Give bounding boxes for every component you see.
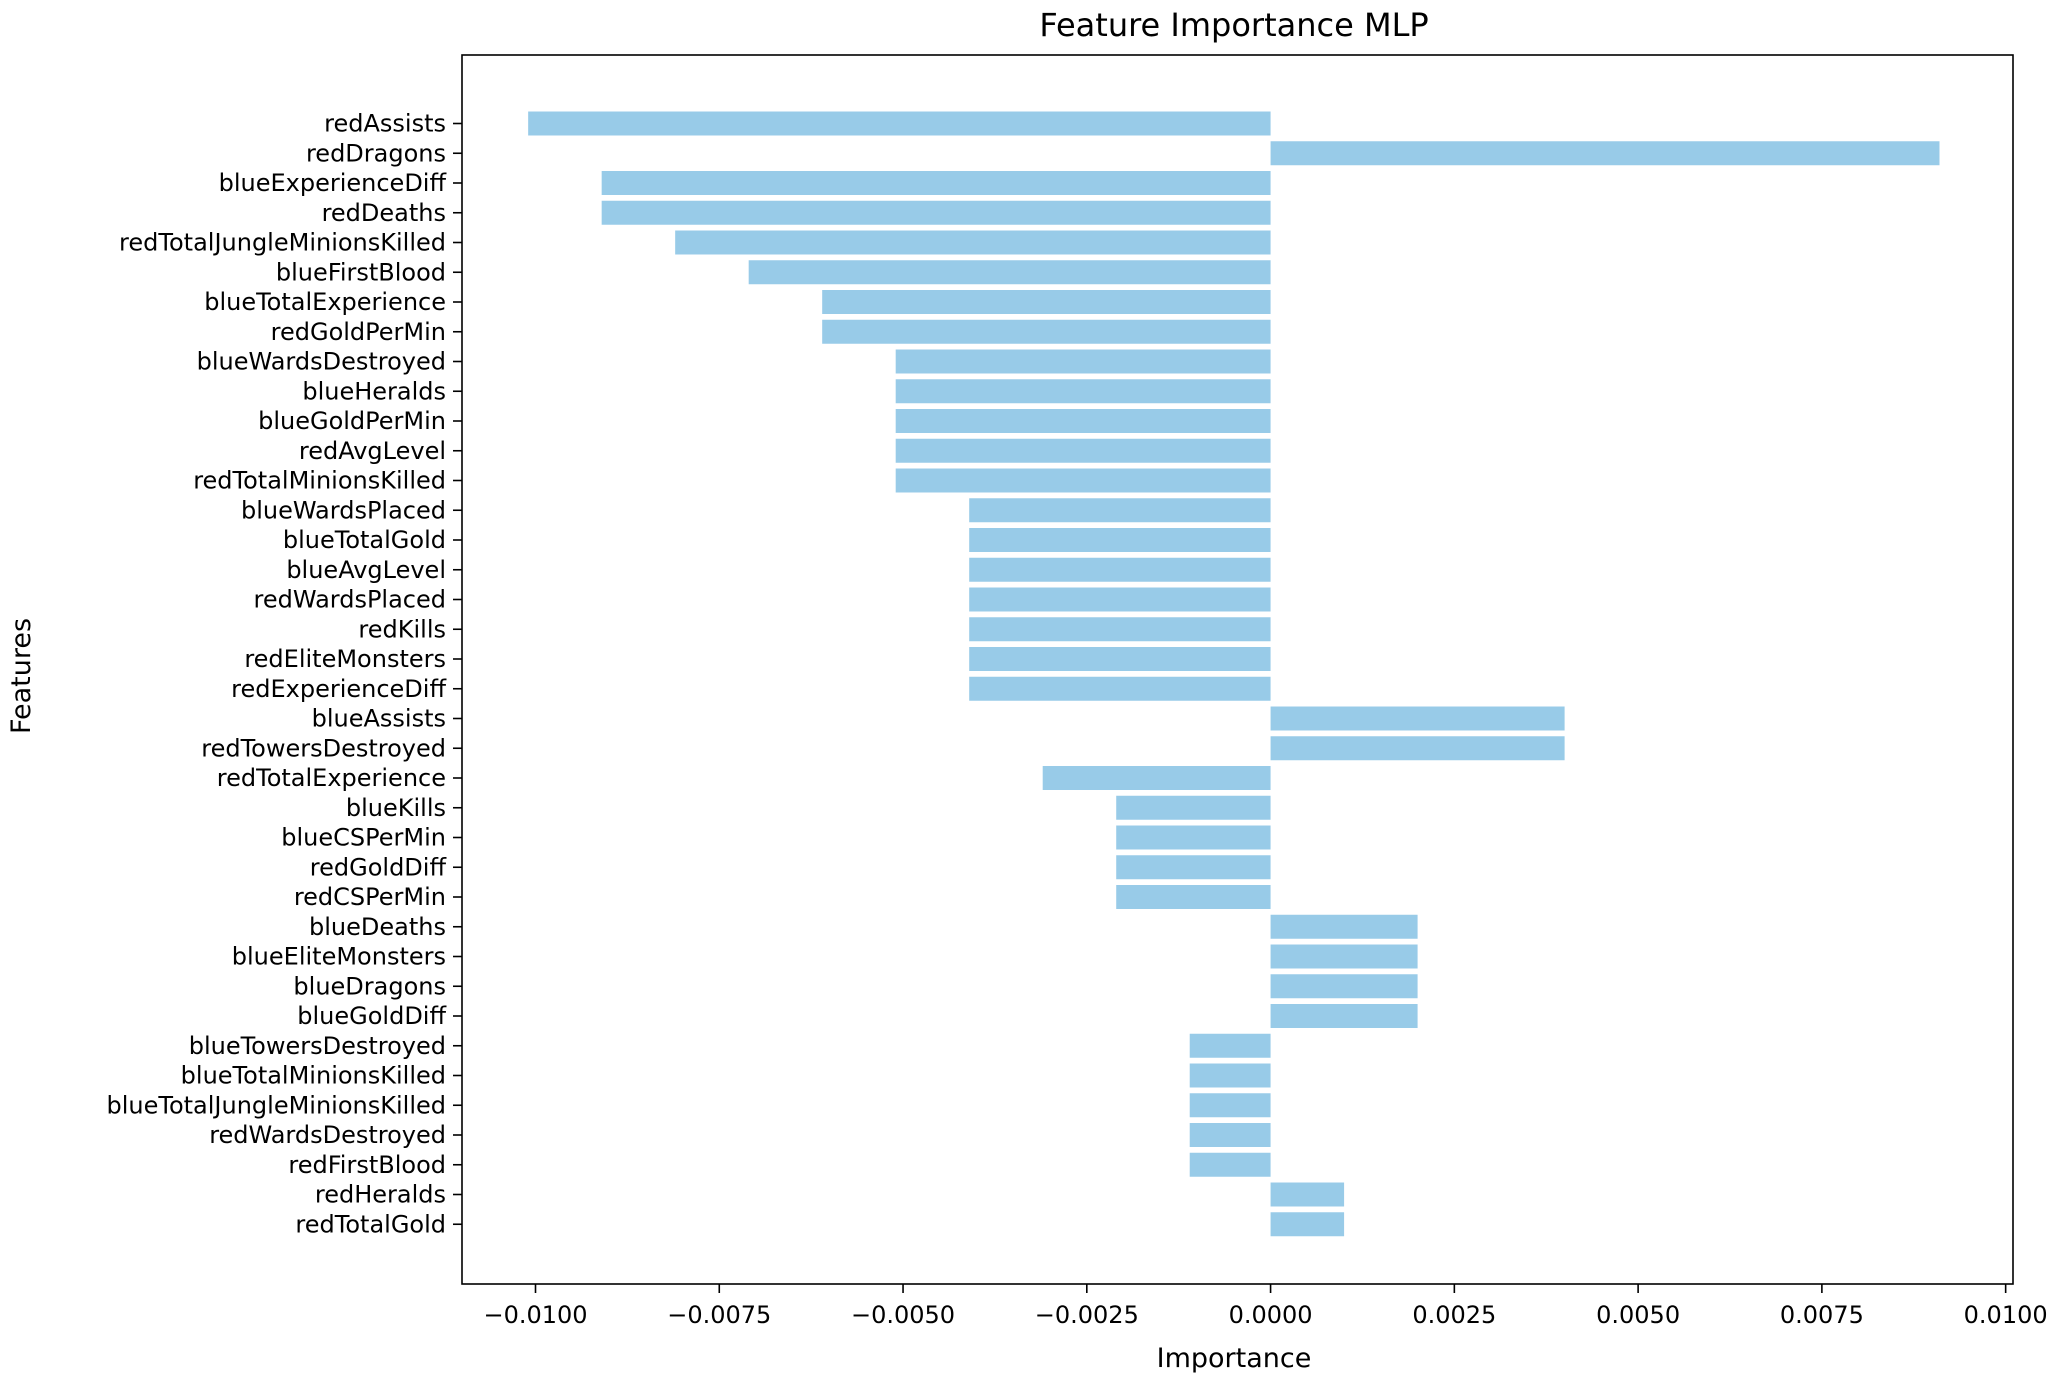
y-tick-label: blueAssists (312, 705, 446, 733)
bar-blueDeaths (1270, 914, 1418, 939)
y-tick-label: blueFirstBlood (276, 258, 446, 286)
y-tick-label: redAvgLevel (299, 437, 446, 465)
bar-redWardsDestroyed (1189, 1123, 1271, 1147)
x-tick-label: −0.0025 (1035, 1301, 1139, 1329)
y-tick-label: redTotalGold (295, 1210, 446, 1238)
y-tick-label: blueTowersDestroyed (189, 1032, 446, 1060)
y-tick-label: blueCSPerMin (281, 824, 446, 852)
bar-blueFirstBlood (748, 260, 1271, 285)
bar-redDeaths (601, 200, 1271, 225)
bar-redTotalExperience (1042, 766, 1271, 790)
y-axis-ticks: redAssistsredDragonsblueExperienceDiffre… (107, 110, 462, 1238)
bar-blueAssists (1270, 706, 1565, 731)
y-tick-label: redTotalExperience (217, 764, 446, 792)
bar-blueWardsDestroyed (895, 349, 1271, 374)
x-tick-label: 0.0050 (1596, 1301, 1680, 1329)
y-tick-label: blueAvgLevel (286, 556, 446, 584)
bar-blueHeralds (895, 379, 1271, 404)
bar-redKills (969, 617, 1271, 642)
bar-blueTotalGold (969, 528, 1271, 552)
bar-redHeralds (1270, 1182, 1345, 1207)
bar-blueTotalExperience (822, 290, 1271, 314)
y-tick-label: redAssists (324, 110, 446, 138)
y-tick-label: redGoldPerMin (271, 318, 446, 346)
bar-redGoldPerMin (822, 319, 1271, 344)
y-tick-label: redEliteMonsters (244, 645, 446, 673)
bar-redEliteMonsters (969, 647, 1271, 671)
x-tick-label: 0.0000 (1229, 1301, 1313, 1329)
x-tick-label: −0.0100 (483, 1301, 587, 1329)
y-tick-label: blueTotalExperience (204, 288, 446, 316)
bar-blueEliteMonsters (1270, 944, 1418, 969)
y-tick-label: blueEliteMonsters (232, 943, 446, 971)
x-tick-label: −0.0050 (851, 1301, 955, 1329)
y-tick-label: redKills (358, 615, 446, 643)
y-tick-label: blueHeralds (302, 377, 446, 405)
bar-blueCSPerMin (1116, 825, 1271, 850)
y-tick-label: redWardsDestroyed (209, 1121, 446, 1149)
y-tick-label: blueGoldPerMin (258, 407, 446, 435)
y-tick-label: redCSPerMin (294, 883, 446, 911)
bar-redCSPerMin (1116, 885, 1271, 909)
y-tick-label: redDragons (306, 139, 446, 167)
y-tick-label: redWardsPlaced (254, 586, 446, 614)
y-tick-label: blueDeaths (309, 913, 446, 941)
x-axis-ticks: −0.0100 −0.0075 −0.0050 −0.0025 0.0000 0.0025… (483, 1284, 2048, 1329)
bar-redTotalJungleMinionsKilled (675, 230, 1271, 255)
y-tick-label: blueWardsDestroyed (197, 348, 446, 376)
bar-redAvgLevel (895, 438, 1271, 463)
y-tick-label: redTotalMinionsKilled (193, 467, 446, 495)
y-tick-label: redTotalJungleMinionsKilled (119, 229, 446, 257)
y-tick-label: redFirstBlood (288, 1151, 446, 1179)
y-axis-label: Features (6, 618, 37, 734)
y-tick-label: blueGoldDiff (297, 1002, 446, 1030)
plot-frame (461, 54, 2014, 1285)
bar-redTotalMinionsKilled (895, 468, 1271, 493)
bar-blueTotalMinionsKilled (1189, 1063, 1271, 1088)
bar-blueGoldDiff (1270, 1004, 1418, 1028)
chart-title: Feature Importance MLP (1039, 6, 1428, 44)
y-tick-label: blueTotalMinionsKilled (181, 1062, 446, 1090)
bar-blueKills (1116, 795, 1271, 820)
bar-redExperienceDiff (969, 676, 1271, 701)
y-tick-label: redTowersDestroyed (201, 734, 446, 762)
x-axis-label: Importance (1157, 1343, 1312, 1374)
y-tick-label: blueExperienceDiff (219, 169, 447, 197)
bar-redTowersDestroyed (1270, 736, 1565, 761)
bar-redFirstBlood (1189, 1152, 1271, 1177)
y-tick-label: blueDragons (293, 972, 446, 1000)
x-tick-label: 0.0075 (1780, 1301, 1864, 1329)
bar-redGoldDiff (1116, 855, 1271, 880)
x-tick-label: 0.0025 (1412, 1301, 1496, 1329)
bar-blueExperienceDiff (601, 171, 1271, 195)
bar-redAssists (528, 111, 1271, 136)
y-tick-label: redExperienceDiff (231, 675, 446, 703)
y-tick-label: redHeralds (315, 1181, 446, 1209)
bar-blueDragons (1270, 974, 1418, 999)
bar-redDragons (1270, 141, 1940, 166)
bars-layer (528, 111, 1940, 1237)
bar-redWardsPlaced (969, 587, 1271, 612)
bar-blueTotalJungleMinionsKilled (1189, 1093, 1271, 1118)
y-tick-label: blueTotalGold (283, 526, 446, 554)
x-tick-label: 0.0100 (1964, 1301, 2048, 1329)
y-tick-label: redGoldDiff (310, 853, 447, 881)
x-tick-label: −0.0075 (667, 1301, 771, 1329)
bar-blueGoldPerMin (895, 409, 1271, 433)
y-tick-label: blueKills (346, 794, 446, 822)
y-tick-label: redDeaths (322, 199, 446, 227)
y-tick-label: blueTotalJungleMinionsKilled (107, 1091, 447, 1119)
bar-redTotalGold (1270, 1212, 1345, 1237)
bar-blueAvgLevel (969, 557, 1271, 582)
bar-blueTowersDestroyed (1189, 1033, 1271, 1058)
y-tick-label: blueWardsPlaced (241, 496, 446, 524)
bar-blueWardsPlaced (969, 498, 1271, 523)
